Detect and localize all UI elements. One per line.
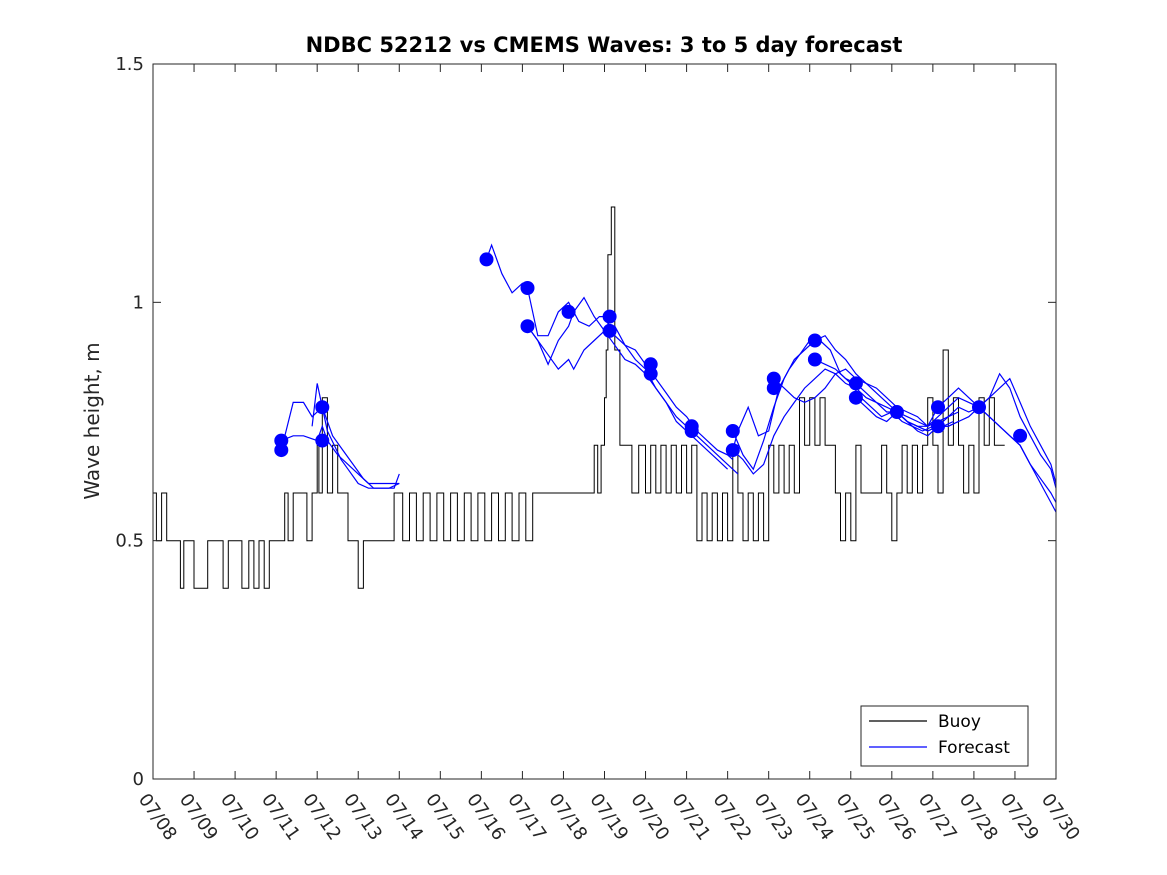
- forecast-marker-9: [602, 323, 617, 338]
- y-axis-label: Wave height, m: [80, 342, 104, 499]
- forecast-marker-8: [602, 309, 617, 324]
- forecast-marker-18: [807, 333, 822, 348]
- forecast-marker-21: [848, 390, 863, 405]
- forecast-marker-25: [972, 400, 986, 415]
- forecast-marker-13: [684, 424, 699, 438]
- forecast-line-7: [732, 334, 959, 471]
- y-tick-label-1: 0.5: [115, 531, 144, 552]
- forecast-marker-3: [315, 433, 330, 448]
- legend: Buoy Forecast: [860, 705, 1029, 767]
- forecast-marker-17: [766, 381, 781, 396]
- forecast-marker-26: [1013, 428, 1028, 443]
- forecast-line-4: [527, 296, 734, 461]
- legend-label-forecast: Forecast: [938, 738, 1010, 758]
- y-tick-label-2: 1: [133, 292, 144, 313]
- forecast-marker-11: [643, 366, 658, 381]
- forecast-markers: [274, 252, 1028, 458]
- chart-title: NDBC 52212 vs CMEMS Waves: 3 to 5 day fo…: [306, 33, 903, 57]
- forecast-marker-2: [315, 400, 330, 415]
- forecast-marker-1: [274, 443, 289, 458]
- buoy-series: [153, 206, 1005, 589]
- forecast-marker-24: [931, 419, 945, 434]
- forecast-marker-19: [807, 352, 822, 367]
- forecast-marker-20: [848, 376, 863, 391]
- forecast-marker-4: [479, 252, 494, 267]
- plot-area: [153, 206, 1057, 589]
- forecast-marker-23: [931, 400, 945, 415]
- forecast-line-5: [527, 325, 739, 475]
- forecast-marker-14: [725, 424, 740, 438]
- y-tick-label-0: 0: [133, 769, 144, 790]
- forecast-marker-7: [561, 304, 576, 319]
- legend-label-buoy: Buoy: [938, 712, 981, 732]
- forecast-marker-22: [889, 405, 904, 419]
- y-tick-label-3: 1.5: [115, 54, 144, 75]
- forecast-marker-6: [520, 319, 535, 334]
- forecast-marker-15: [725, 443, 740, 458]
- forecast-line-0: [281, 424, 400, 485]
- forecast-marker-5: [520, 281, 535, 295]
- legend-box: [860, 705, 1029, 767]
- y-axis-ticks: 0 0.5 1 1.5: [115, 54, 1056, 790]
- buoy-line-0: [153, 206, 1005, 589]
